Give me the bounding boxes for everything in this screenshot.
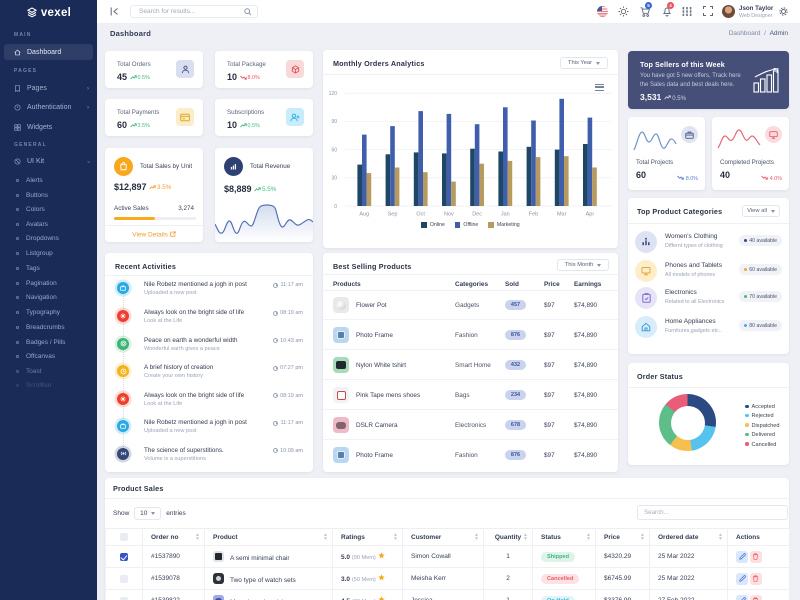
svg-text:0: 0	[334, 204, 337, 210]
svg-text:120: 120	[329, 91, 338, 97]
svg-text:Jan: Jan	[501, 212, 510, 218]
svg-text:Apr: Apr	[586, 212, 595, 218]
svg-text:60: 60	[331, 147, 337, 153]
svg-text:Feb: Feb	[529, 212, 538, 218]
svg-text:90: 90	[331, 119, 337, 125]
svg-text:Mar: Mar	[557, 212, 567, 218]
svg-text:Oct: Oct	[416, 212, 425, 218]
svg-text:Sep: Sep	[388, 212, 398, 218]
svg-text:30: 30	[331, 176, 337, 182]
svg-text:Aug: Aug	[359, 212, 369, 218]
svg-text:Dec: Dec	[472, 212, 482, 218]
svg-text:Nov: Nov	[444, 212, 454, 218]
